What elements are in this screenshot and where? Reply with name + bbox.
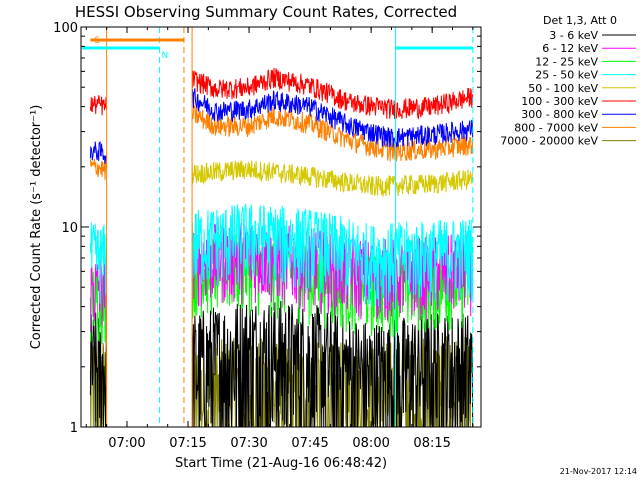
series-line (191, 160, 473, 197)
observing-flag-label: N (162, 51, 169, 61)
legend-entry-label: 800 - 7000 keV (514, 121, 598, 134)
x-tick-label: 08:00 (352, 436, 389, 451)
series-line (89, 88, 474, 164)
legend-entry-label: 300 - 800 keV (521, 108, 598, 121)
x-tick-label: 07:45 (291, 436, 328, 451)
x-tick-label: 08:15 (413, 436, 450, 451)
legend-entry-label: 3 - 6 keV (549, 29, 598, 42)
legend-header: Det 1,3, Att 0 (543, 14, 617, 27)
chart-title: HESSI Observing Summary Count Rates, Cor… (75, 3, 457, 21)
y-tick-label: 1 (70, 421, 78, 436)
legend-entry-label: 50 - 100 keV (528, 82, 598, 95)
legend-entry-label: 25 - 50 keV (535, 69, 598, 82)
axes: 07:00 07:15 07:30 07:45 08:00 08:15 1 10 100 (53, 21, 481, 451)
series-line (89, 104, 474, 181)
legend-entry-label: 12 - 25 keV (535, 55, 598, 68)
footer-timestamp: 21-Nov-2017 12:14 (560, 467, 637, 476)
plot-area: SN (82, 27, 474, 428)
legend-entry-label: 7000 - 20000 keV (500, 135, 598, 148)
x-tick-label: 07:15 (169, 436, 206, 451)
series-line (89, 300, 474, 428)
legend-entry-label: 100 - 300 keV (521, 95, 598, 108)
legend-entry-label: 6 - 12 keV (542, 42, 598, 55)
observing-flag-label: S (94, 36, 100, 46)
y-tick-label: 10 (61, 221, 78, 236)
series-line (89, 203, 474, 307)
y-axis-label: Corrected Count Rate (s⁻¹ detector⁻¹) (29, 105, 44, 350)
x-tick-label: 07:00 (108, 436, 145, 451)
x-axis-label: Start Time (21-Aug-16 06:48:42) (175, 456, 387, 471)
x-tick-label: 07:30 (230, 436, 267, 451)
y-tick-label: 100 (53, 21, 78, 36)
series-line (89, 67, 474, 120)
